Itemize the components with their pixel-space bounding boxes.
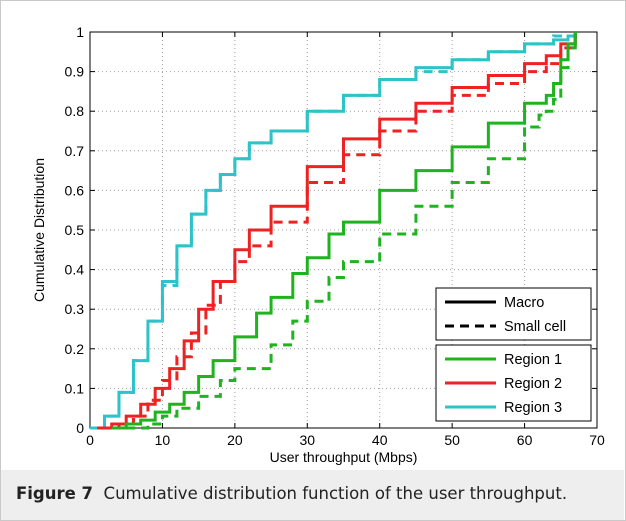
- x-tick-label: 10: [155, 432, 171, 448]
- x-tick-label: 20: [227, 432, 243, 448]
- y-tick-label: 0: [76, 420, 84, 436]
- caption-label: Figure 7: [16, 484, 94, 503]
- legend-style-label: Small cell: [504, 319, 566, 335]
- legend-region-label: Region 1: [504, 352, 562, 368]
- series-line-region-1-macro: [111, 32, 577, 430]
- caption-band: [1, 470, 624, 520]
- y-tick-label: 0.4: [65, 262, 85, 278]
- x-tick-label: 50: [444, 432, 460, 448]
- legend-region-label: Region 3: [504, 400, 562, 416]
- cdf-chart: 0 10 20 30 40 50 60 70 0 0.1 0.2 0.3 0.4 0.5 0.6 0.7 0.8…: [31, 24, 605, 465]
- series-group: [90, 32, 577, 430]
- y-tick-label: 0.3: [65, 301, 85, 317]
- legend-style-label: Macro: [504, 295, 544, 311]
- y-tick-label: 0.2: [65, 341, 85, 357]
- y-tick-label: 0.6: [65, 182, 85, 198]
- x-tick-label: 0: [86, 432, 94, 448]
- x-tick-label: 30: [299, 432, 315, 448]
- x-axis-label: User throughput (Mbps): [270, 449, 418, 465]
- y-tick-label: 0.8: [65, 103, 85, 119]
- x-tick-label: 60: [517, 432, 533, 448]
- series-line-region-2-small-cell: [104, 32, 577, 430]
- y-tick-label: 1: [76, 24, 84, 40]
- grid: [90, 32, 597, 428]
- y-tick-label: 0.1: [65, 380, 85, 396]
- y-tick-label: 0.5: [65, 222, 85, 238]
- legend-region-label: Region 2: [504, 376, 562, 392]
- figure-caption: Figure 7 Cumulative distribution functio…: [16, 484, 567, 503]
- series-line-region-3-small-cell: [90, 32, 577, 430]
- legend-style-box: [435, 287, 592, 341]
- series-line-region-1-small-cell: [126, 32, 577, 430]
- y-tick-label: 0.7: [65, 143, 85, 159]
- caption-text: Cumulative distribution function of the …: [103, 484, 568, 503]
- tick-marks: 0 10 20 30 40 50 60 70 0 0.1 0.2 0.3 0.4 0.5 0.6 0.7 0.8…: [65, 24, 605, 448]
- y-tick-label: 0.9: [65, 64, 85, 80]
- x-tick-label: 70: [589, 432, 605, 448]
- legend-group: Macro Small cell Region 1 Region 2 Region 3: [435, 287, 592, 422]
- x-tick-label: 40: [372, 432, 388, 448]
- y-axis-label: Cumulative Distribution: [31, 158, 47, 302]
